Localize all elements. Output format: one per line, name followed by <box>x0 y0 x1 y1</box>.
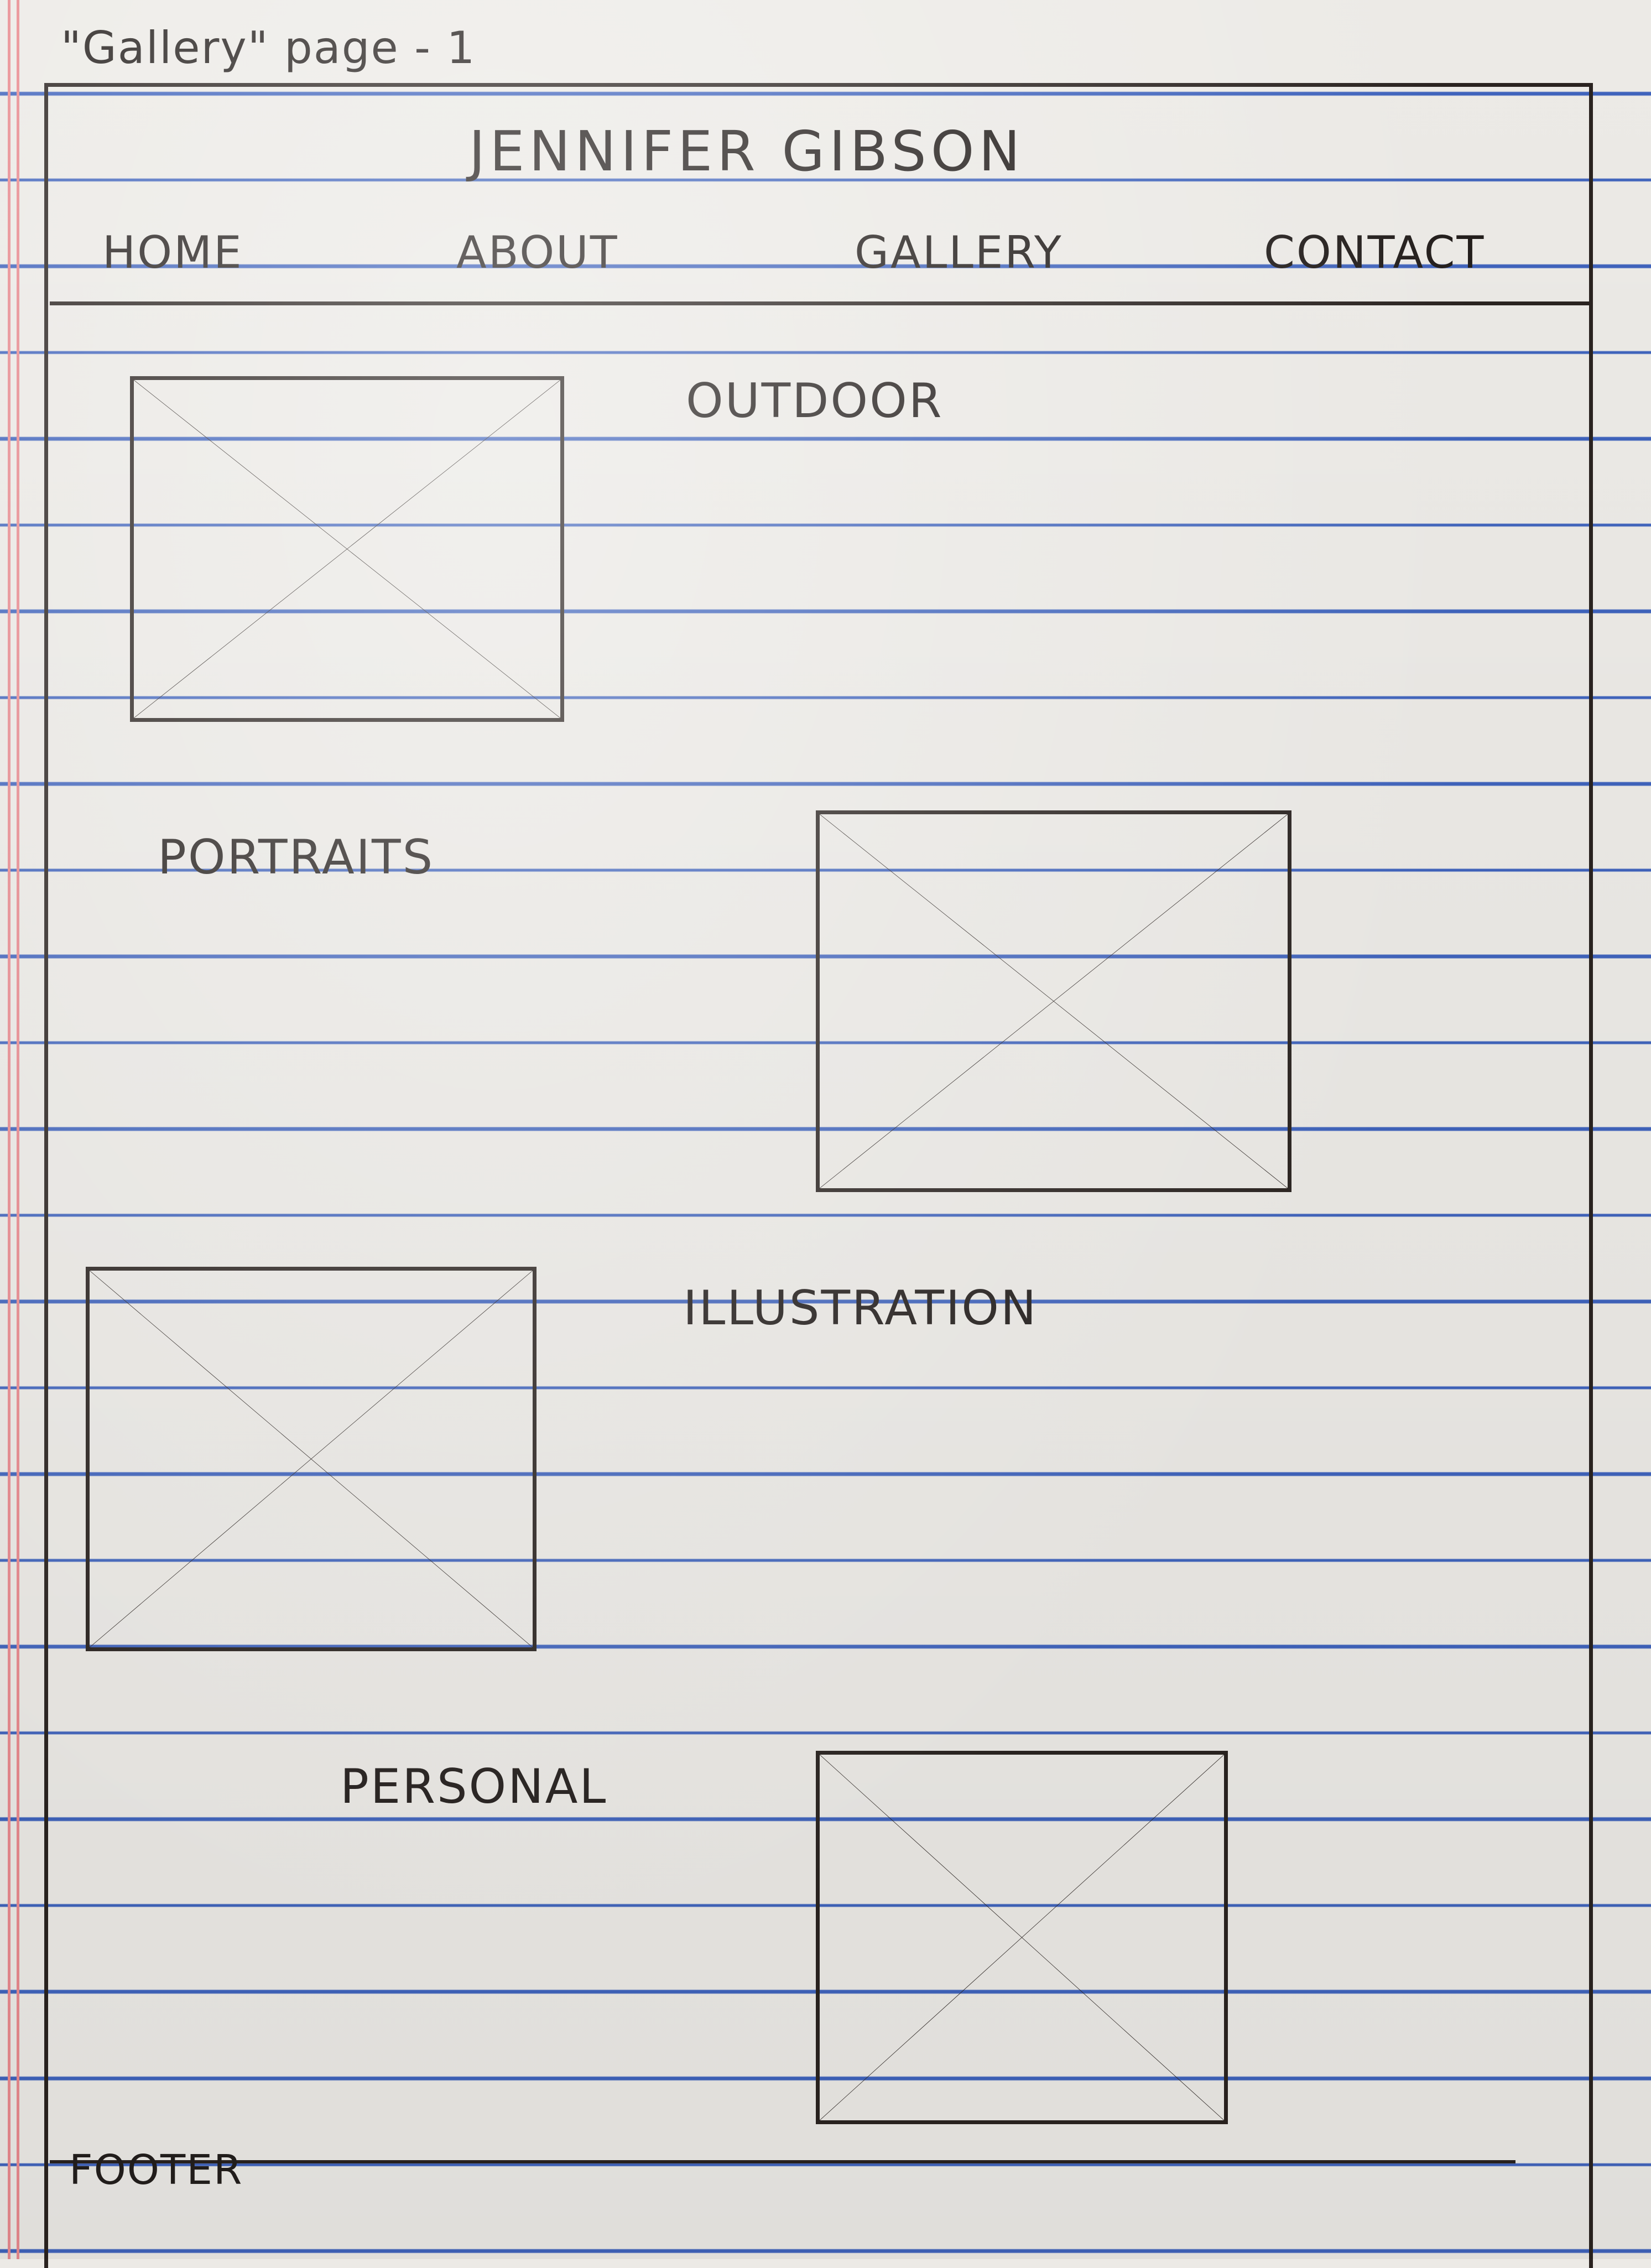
main-nav: HOME ABOUT GALLERY CONTACT <box>50 227 1582 288</box>
outdoor-section-label[interactable]: OUTDOOR <box>686 373 944 429</box>
footer: FOOTER <box>69 2146 243 2194</box>
image-placeholder-icon <box>90 1271 533 1647</box>
image-placeholder-icon <box>134 380 560 718</box>
illustration-image-placeholder[interactable] <box>86 1267 537 1651</box>
personal-image-placeholder[interactable] <box>816 1751 1228 2124</box>
nav-item-gallery[interactable]: GALLERY <box>855 227 1063 278</box>
image-placeholder-icon <box>820 1755 1224 2120</box>
nav-item-home[interactable]: HOME <box>102 227 243 278</box>
notebook-margin-line <box>17 0 19 2259</box>
outdoor-image-placeholder[interactable] <box>130 376 564 722</box>
illustration-section-label[interactable]: ILLUSTRATION <box>683 1281 1038 1336</box>
portraits-image-placeholder[interactable] <box>816 810 1291 1192</box>
personal-section-label[interactable]: PERSONAL <box>340 1759 608 1814</box>
footer-divider <box>50 2160 1515 2163</box>
nav-item-contact[interactable]: CONTACT <box>1264 227 1486 278</box>
wireframe-page-frame <box>44 83 1593 2268</box>
nav-item-about[interactable]: ABOUT <box>456 227 619 278</box>
sketch-title: "Gallery" page - 1 <box>61 22 476 74</box>
notebook-margin-line <box>8 0 11 2259</box>
image-placeholder-icon <box>820 814 1288 1188</box>
portraits-section-label[interactable]: PORTRAITS <box>158 830 435 885</box>
site-title[interactable]: JENNIFER GIBSON <box>468 119 1025 184</box>
header-divider <box>50 301 1590 305</box>
